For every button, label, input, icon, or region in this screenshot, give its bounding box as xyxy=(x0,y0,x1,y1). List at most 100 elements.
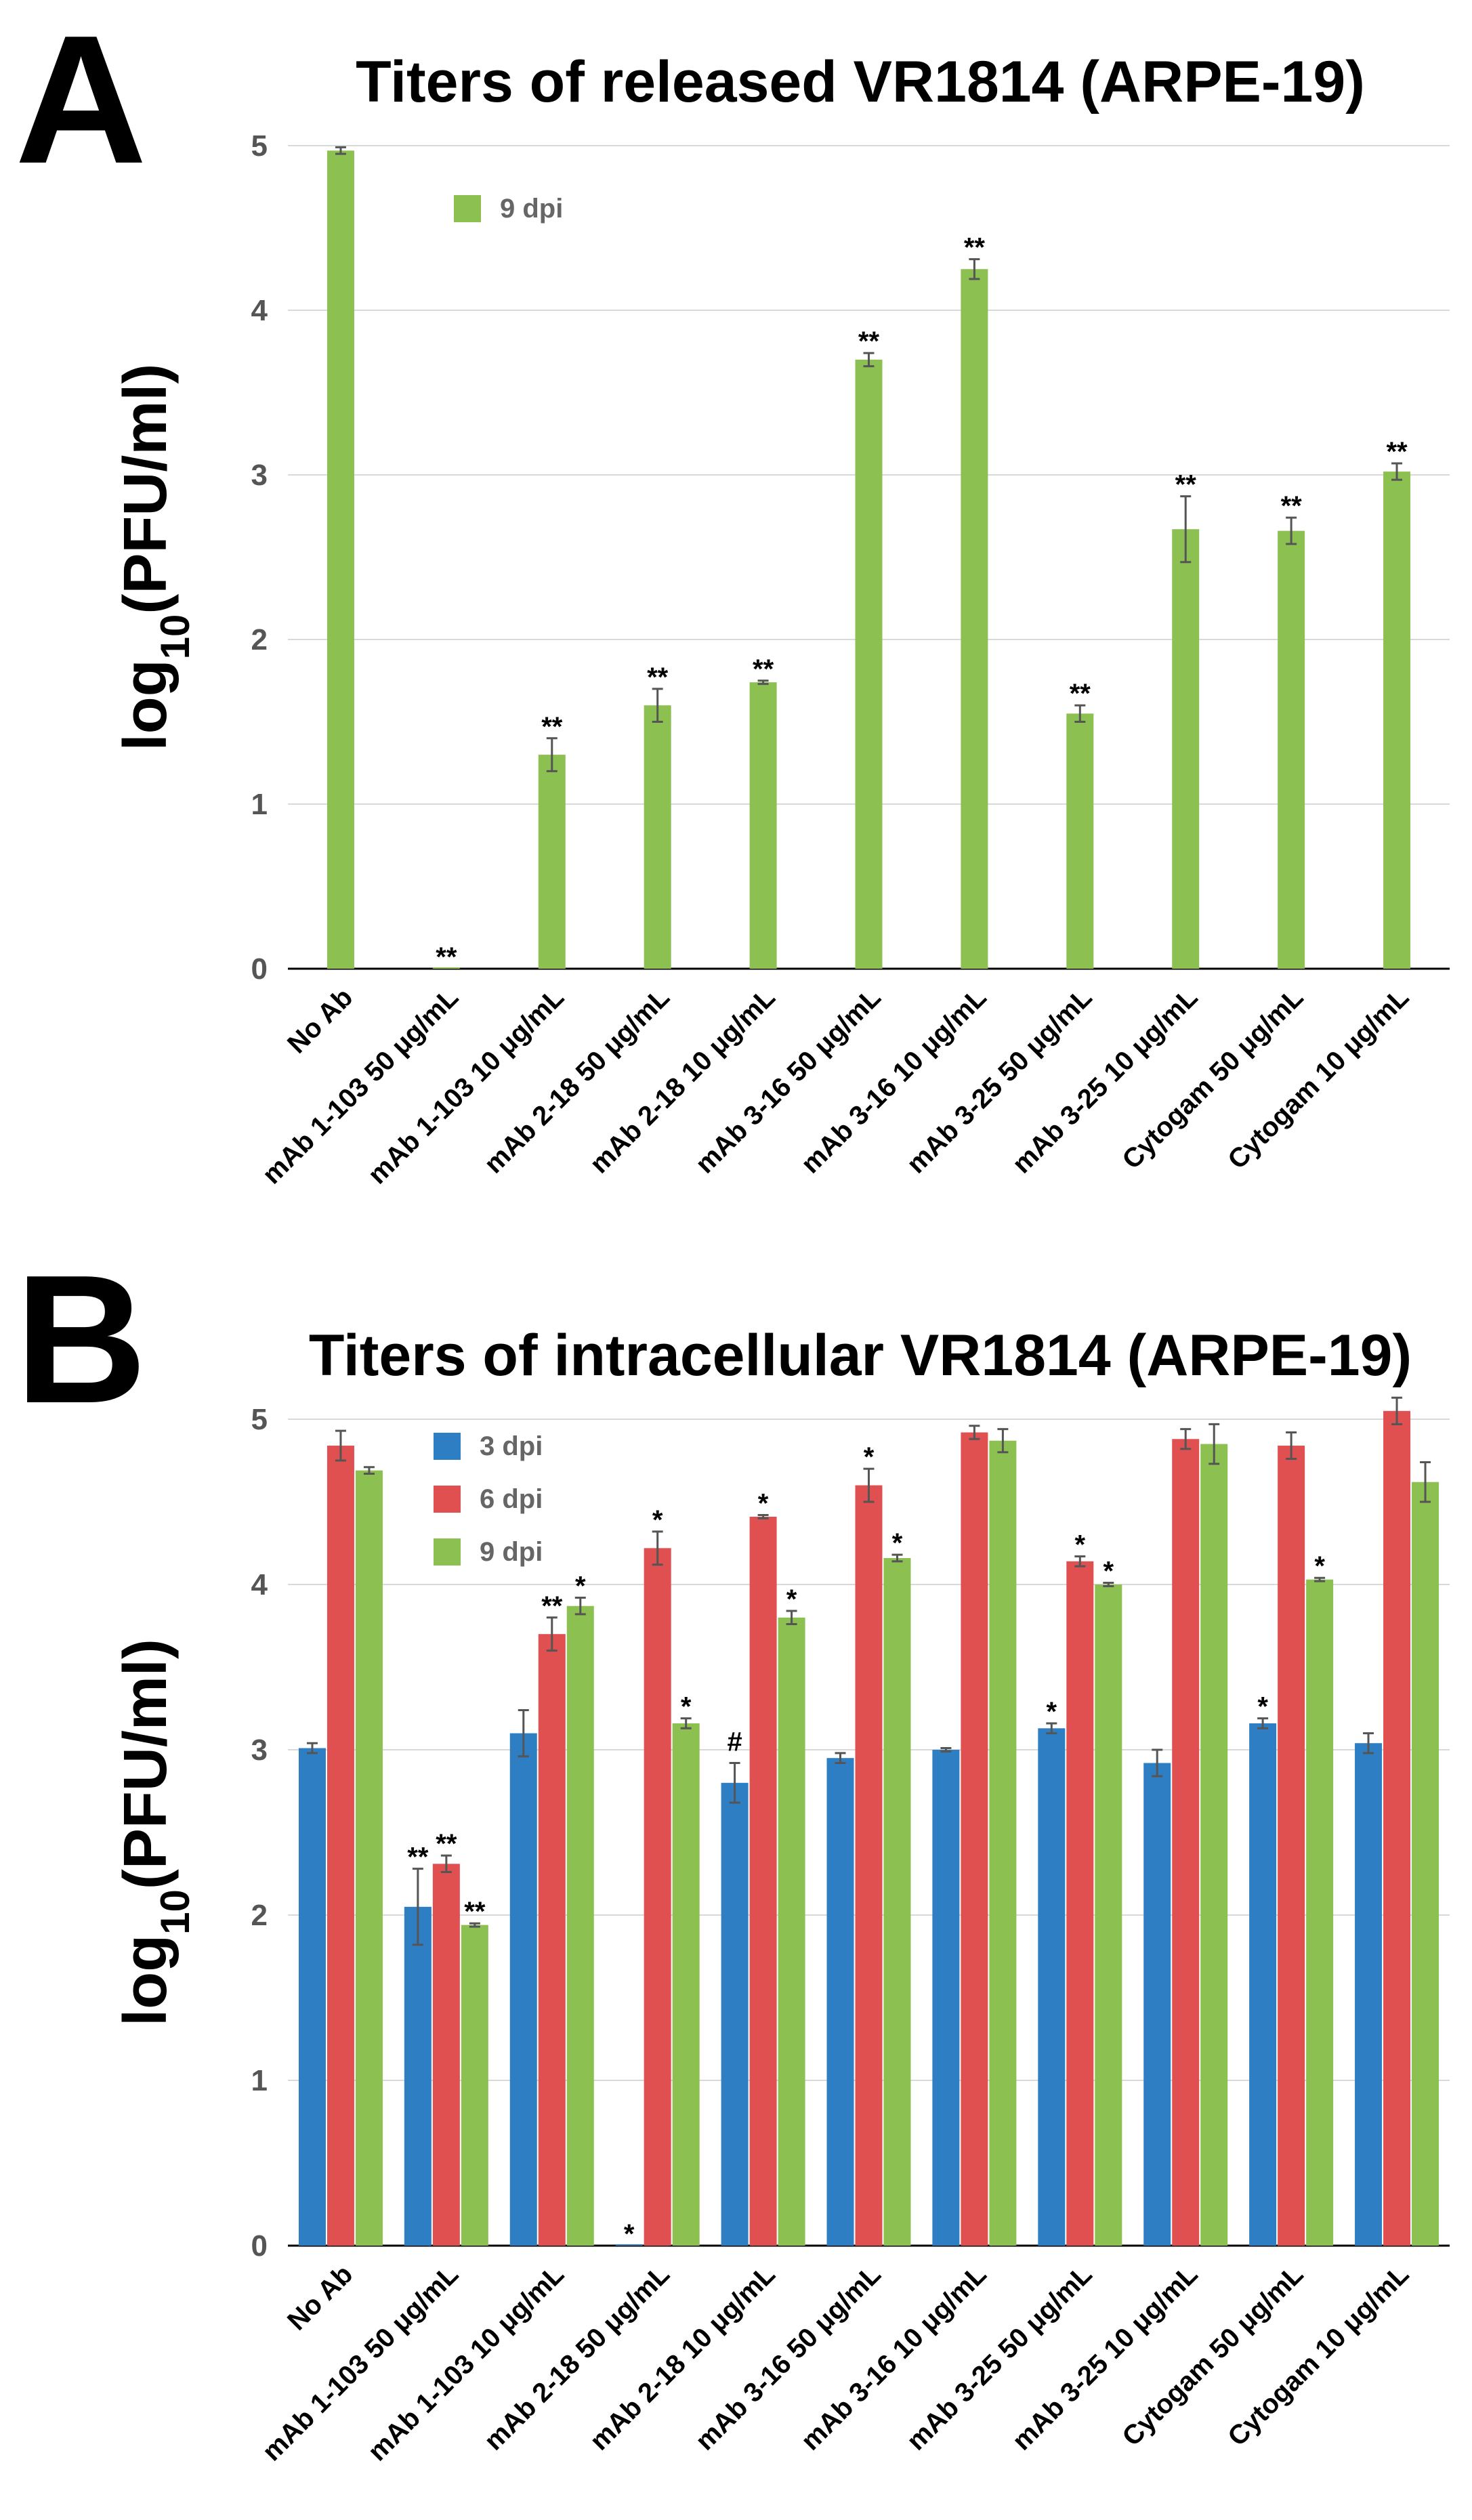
significance-mark-a-9-dpi-10: ** xyxy=(1281,491,1303,521)
x-tick-label-a-1: No Ab xyxy=(282,982,358,1059)
bar-a-9-dpi-1 xyxy=(327,150,354,969)
x-tick-label-b-2: mAb 1-103 50 μg/mL xyxy=(257,2259,464,2466)
bar-b-6-dpi-5 xyxy=(749,1516,777,2246)
y-tick-label-a: 1 xyxy=(251,788,268,821)
x-tick-label-b-7: mAb 3-16 10 μg/mL xyxy=(795,2259,992,2456)
y-tick-label-b: 0 xyxy=(251,2229,268,2263)
significance-mark-b-9-dpi-10: * xyxy=(1314,1551,1325,1581)
x-tick-label-a-6: mAb 3-16 50 μg/mL xyxy=(690,982,886,1179)
x-tick-label-a-5: mAb 2-18 10 μg/mL xyxy=(584,982,780,1179)
bar-b-6-dpi-9 xyxy=(1172,1439,1200,2246)
bar-b-3-dpi-5 xyxy=(721,1782,749,2246)
legend-label-b-3-dpi: 3 dpi xyxy=(480,1431,543,1461)
x-tick-label-a-2: mAb 1-103 50 μg/mL xyxy=(257,982,464,1190)
y-tick-label-a: 2 xyxy=(251,623,268,656)
bar-b-6-dpi-11 xyxy=(1383,1410,1411,2246)
significance-mark-b-9-dpi-5: * xyxy=(786,1584,797,1614)
bar-b-3-dpi-6 xyxy=(826,1758,854,2246)
bar-b-3-dpi-3 xyxy=(509,1733,537,2246)
bar-b-6-dpi-2 xyxy=(432,1864,460,2246)
x-tick-label-b-8: mAb 3-25 50 μg/mL xyxy=(901,2259,1097,2456)
x-tick-label-b-11: Cytogam 10 μg/mL xyxy=(1222,2259,1414,2452)
significance-mark-b-3-dpi-8: * xyxy=(1047,1697,1057,1727)
significance-mark-b-3-dpi-10: * xyxy=(1257,1692,1268,1722)
x-tick-label-b-4: mAb 2-18 50 μg/mL xyxy=(479,2259,675,2456)
bar-b-3-dpi-4 xyxy=(615,2244,643,2246)
bar-b-3-dpi-8 xyxy=(1038,1728,1066,2246)
x-tick-label-b-3: mAb 1-103 10 μg/mL xyxy=(362,2259,570,2466)
x-tick-label-b-1: No Ab xyxy=(282,2259,358,2336)
bar-b-6-dpi-3 xyxy=(538,1634,566,2246)
legend-swatch-b-6-dpi xyxy=(434,1486,461,1513)
x-tick-label-b-6: mAb 3-16 50 μg/mL xyxy=(690,2259,886,2456)
legend-label-a-9-dpi: 9 dpi xyxy=(500,194,563,224)
panel-letter-a: A xyxy=(15,0,147,202)
significance-mark-b-9-dpi-8: * xyxy=(1103,1557,1114,1587)
y-axis-label-a: log10(PFU/ml) xyxy=(112,364,198,751)
significance-mark-a-9-dpi-9: ** xyxy=(1175,470,1197,500)
bar-a-9-dpi-5 xyxy=(749,682,777,969)
bar-b-6-dpi-6 xyxy=(855,1485,883,2246)
significance-mark-b-9-dpi-3: * xyxy=(575,1572,586,1601)
bar-a-9-dpi-7 xyxy=(961,269,988,969)
bar-b-3-dpi-7 xyxy=(932,1750,960,2246)
y-tick-label-b: 4 xyxy=(251,1568,268,1601)
significance-mark-b-6-dpi-6: * xyxy=(864,1442,875,1472)
bar-a-9-dpi-6 xyxy=(855,359,883,969)
legend-label-b-9-dpi: 9 dpi xyxy=(480,1537,543,1567)
bar-a-9-dpi-10 xyxy=(1278,530,1305,969)
bar-b-3-dpi-10 xyxy=(1249,1723,1277,2246)
bar-b-9-dpi-8 xyxy=(1095,1584,1122,2246)
bar-a-9-dpi-9 xyxy=(1172,529,1200,969)
x-tick-label-a-4: mAb 2-18 50 μg/mL xyxy=(479,982,675,1179)
panel-letter-b: B xyxy=(15,1238,147,1442)
bar-b-9-dpi-7 xyxy=(989,1440,1017,2246)
significance-mark-b-6-dpi-5: * xyxy=(758,1489,769,1519)
y-tick-label-b: 1 xyxy=(251,2064,268,2097)
significance-mark-a-9-dpi-5: ** xyxy=(753,654,774,684)
bar-a-9-dpi-8 xyxy=(1066,713,1094,969)
legend-swatch-b-9-dpi xyxy=(434,1538,461,1566)
significance-mark-a-9-dpi-6: ** xyxy=(858,327,880,356)
bar-b-9-dpi-9 xyxy=(1200,1444,1228,2246)
bar-b-9-dpi-5 xyxy=(778,1617,805,2246)
bar-b-3-dpi-1 xyxy=(298,1748,326,2246)
significance-mark-b-6-dpi-2: ** xyxy=(436,1829,457,1859)
y-tick-label-b: 2 xyxy=(251,1899,268,1932)
x-tick-label-b-10: Cytogam 50 μg/mL xyxy=(1116,2259,1309,2452)
bar-b-6-dpi-8 xyxy=(1066,1561,1094,2246)
x-tick-label-a-7: mAb 3-16 10 μg/mL xyxy=(795,982,992,1179)
significance-mark-a-9-dpi-8: ** xyxy=(1070,679,1091,709)
bar-b-3-dpi-11 xyxy=(1355,1743,1383,2246)
significance-mark-b-3-dpi-4: * xyxy=(624,2219,635,2249)
significance-mark-a-9-dpi-4: ** xyxy=(647,663,669,692)
bar-a-9-dpi-2 xyxy=(432,967,460,969)
significance-mark-a-9-dpi-3: ** xyxy=(541,712,563,742)
bar-b-9-dpi-6 xyxy=(883,1557,911,2246)
bar-b-9-dpi-3 xyxy=(566,1605,594,2246)
y-tick-label-b: 5 xyxy=(251,1403,268,1436)
significance-mark-b-6-dpi-4: * xyxy=(652,1505,663,1535)
significance-mark-b-6-dpi-8: * xyxy=(1075,1530,1086,1560)
significance-mark-b-9-dpi-6: * xyxy=(892,1528,903,1558)
significance-mark-a-9-dpi-2: ** xyxy=(436,942,457,972)
x-tick-label-b-5: mAb 2-18 10 μg/mL xyxy=(584,2259,780,2456)
legend-label-b-6-dpi: 6 dpi xyxy=(480,1484,543,1514)
y-axis-label-b: log10(PFU/ml) xyxy=(112,1639,198,2026)
legend-swatch-a-9-dpi xyxy=(454,195,481,222)
significance-mark-a-9-dpi-7: ** xyxy=(964,233,986,263)
significance-mark-b-3-dpi-5: # xyxy=(727,1727,742,1757)
bar-a-9-dpi-3 xyxy=(538,755,566,969)
y-tick-label-a: 4 xyxy=(251,294,268,327)
bar-b-9-dpi-10 xyxy=(1306,1579,1334,2246)
bar-b-3-dpi-9 xyxy=(1143,1763,1171,2246)
chart-title-b: Titers of intracellular VR1814 (ARPE-19) xyxy=(309,1323,1412,1388)
x-tick-label-a-9: mAb 3-25 10 μg/mL xyxy=(1007,982,1203,1179)
y-tick-label-b: 3 xyxy=(251,1734,268,1767)
x-tick-label-b-9: mAb 3-25 10 μg/mL xyxy=(1007,2259,1203,2456)
bar-b-6-dpi-7 xyxy=(961,1432,988,2246)
significance-mark-b-9-dpi-2: ** xyxy=(464,1897,486,1927)
y-tick-label-a: 3 xyxy=(251,459,268,492)
bar-b-9-dpi-1 xyxy=(355,1470,383,2246)
